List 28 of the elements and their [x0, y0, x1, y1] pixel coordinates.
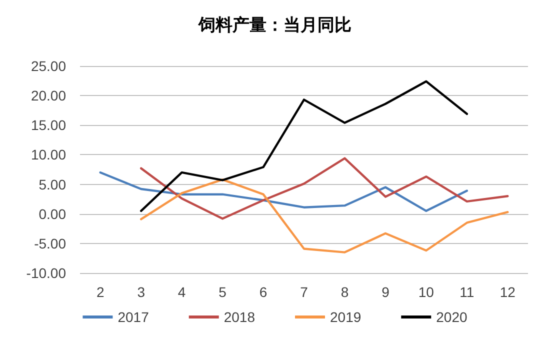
line-series: [140, 157, 509, 220]
y-tick-label: 5.00: [38, 176, 66, 192]
x-tick-label: 2: [96, 284, 104, 300]
y-tick-label: 15.00: [30, 117, 66, 134]
y-tick-label: 0.00: [38, 206, 66, 222]
legend-label: 2019: [330, 309, 362, 325]
line-series: [140, 80, 468, 212]
y-tick-label: 20.00: [30, 88, 66, 104]
line-series: [99, 171, 468, 212]
y-tick-label: -10.00: [26, 265, 66, 281]
chart-title: 饲料产量：当月同比: [198, 16, 352, 36]
x-tick-label: 12: [500, 284, 516, 300]
x-tick-label: 10: [418, 284, 434, 300]
x-tick-label: 4: [178, 284, 186, 300]
x-tick-label: 11: [460, 284, 474, 300]
x-tick-label: 6: [259, 284, 268, 300]
y-tick-label: -5.00: [34, 235, 66, 252]
y-tick-label: 25.00: [30, 58, 66, 74]
x-tick-label: 8: [340, 284, 349, 300]
x-tick-label: 3: [137, 284, 146, 300]
legend-label: 2018: [224, 309, 256, 325]
x-tick-label: 5: [218, 284, 227, 300]
legend-label: 2020: [436, 309, 468, 325]
line-series: [140, 178, 509, 254]
x-tick-label: 7: [300, 284, 308, 300]
x-tick-label: 9: [382, 284, 390, 300]
y-tick-label: 10.00: [30, 146, 66, 163]
legend-label: 2017: [118, 309, 150, 325]
